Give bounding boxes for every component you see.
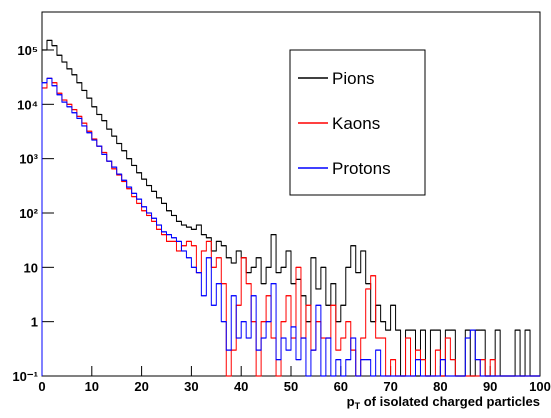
y-tick-label: 1	[31, 315, 38, 330]
x-tick-label: 20	[134, 379, 148, 394]
legend-label: Protons	[332, 159, 391, 178]
y-tick-label: 10²	[19, 206, 38, 221]
x-tick-label: 30	[184, 379, 198, 394]
y-tick-label: 10³	[19, 152, 38, 167]
legend-label: Kaons	[332, 114, 380, 133]
x-tick-label: 60	[334, 379, 348, 394]
x-label-main: p	[347, 394, 355, 409]
x-label-sub: T	[355, 401, 361, 411]
x-tick-label: 70	[383, 379, 397, 394]
x-tick-label: 50	[284, 379, 298, 394]
y-tick-label: 10⁴	[17, 97, 38, 112]
y-tick-label: 10⁵	[17, 43, 38, 58]
x-tick-label: 90	[483, 379, 497, 394]
histogram-series	[41, 77, 540, 377]
legend-label: Pions	[332, 69, 375, 88]
x-tick-label: 10	[85, 379, 99, 394]
x-axis-label: pT of isolated charged particles	[347, 394, 540, 411]
x-tick-label: 0	[38, 379, 45, 394]
x-tick-label: 40	[234, 379, 248, 394]
x-tick-label: 100	[529, 379, 551, 394]
y-tick-label: 10⁻¹	[12, 369, 38, 384]
x-tick-label: 80	[433, 379, 447, 394]
x-label-rest: of isolated charged particles	[360, 394, 540, 409]
step-connector	[41, 77, 540, 377]
y-tick-label: 10	[24, 260, 38, 275]
